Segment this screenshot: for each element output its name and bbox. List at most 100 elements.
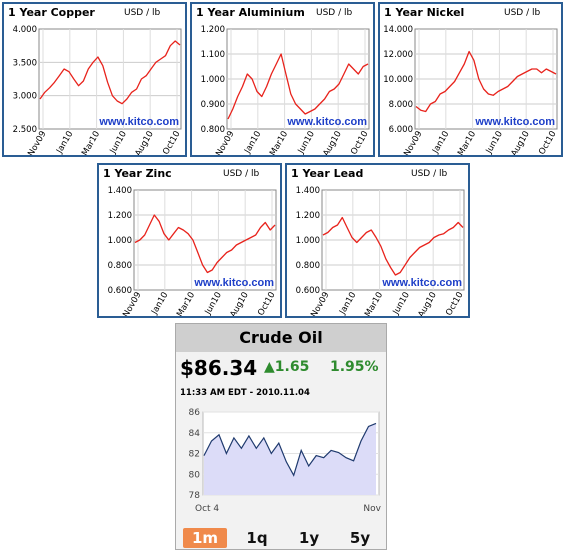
x-tick-label: Aug10 <box>321 130 343 156</box>
y-tick-label: 1.400 <box>296 186 320 196</box>
x-tick-label: Mar10 <box>80 130 102 156</box>
y-tick-label: 12.000 <box>383 50 413 60</box>
range-1y-button[interactable]: 1y <box>298 529 320 547</box>
price-line <box>227 53 369 120</box>
unit-label: USD / lb <box>223 169 260 179</box>
watermark-text: www.kitco.com <box>98 116 179 128</box>
nickel-chart-panel: 1 Year Nickel USD / lb 14.000 12.000 10.00… <box>378 2 563 157</box>
up-arrow-icon: ▲ <box>264 359 275 375</box>
unit-label: USD / lb <box>316 8 353 18</box>
y-tick-label: 10.000 <box>383 75 413 85</box>
y-tick-label: 1.400 <box>108 186 132 196</box>
y-tick-label: 1.100 <box>201 50 225 60</box>
watermark-text: www.kitco.com <box>474 116 555 128</box>
oil-price: $86.34 <box>180 356 258 380</box>
x-tick-label: Jun10 <box>391 291 412 317</box>
x-tick-label: Jun10 <box>203 291 224 317</box>
chart-title: 1 Year Nickel <box>384 6 465 19</box>
x-tick-label: Aug10 <box>228 291 250 317</box>
x-tick-label: Oct 4 <box>195 504 219 514</box>
x-tick-label: Jun10 <box>108 130 129 156</box>
x-tick-label: Jan10 <box>430 130 451 156</box>
x-tick-label: Oct10 <box>256 291 277 317</box>
x-tick-label: Jun10 <box>296 130 317 156</box>
x-tick-label: Mar10 <box>175 291 197 317</box>
price-line <box>134 214 276 274</box>
y-tick-label: 0.900 <box>201 100 225 110</box>
range-1m-button[interactable]: 1m <box>183 528 227 548</box>
chart-title: 1 Year Zinc <box>103 167 172 180</box>
y-tick-label: 0.600 <box>296 286 320 296</box>
y-tick-label: 4.000 <box>13 25 37 35</box>
y-tick-label: 0.800 <box>201 125 225 135</box>
y-tick-label: 1.000 <box>296 236 320 246</box>
x-tick-label: Jan10 <box>337 291 358 317</box>
crude-oil-area-chart: 86 84 82 80 78 Oct 4 Nov <box>189 408 382 514</box>
x-tick-label: Mar10 <box>456 130 478 156</box>
price-line <box>322 216 464 276</box>
y-tick-label: 86 <box>189 408 201 418</box>
watermark-text: www.kitco.com <box>286 116 367 128</box>
aluminium-chart-panel: 1 Year Aluminium USD / lb 1.200 1.100 1.00… <box>190 2 375 157</box>
x-tick-label: Aug10 <box>509 130 531 156</box>
price-line <box>39 40 181 105</box>
x-tick-label: Jan10 <box>149 291 170 317</box>
x-tick-label: Oct10 <box>161 130 182 156</box>
price-line <box>203 422 377 477</box>
lead-chart-panel: 1 Year Lead USD / lb 1.400 1.200 1.000 0.80… <box>285 163 470 318</box>
x-tick-label: Oct10 <box>444 291 465 317</box>
y-tick-label: 80 <box>189 470 201 480</box>
y-tick-label: 1.200 <box>108 211 132 221</box>
oil-timestamp: 11:33 AM EDT - 2010.11.04 <box>180 388 310 398</box>
y-tick-label: 0.800 <box>108 261 132 271</box>
x-tick-label: Mar10 <box>268 130 290 156</box>
x-tick-label: Aug10 <box>133 130 155 156</box>
range-5y-button[interactable]: 5y <box>349 529 371 547</box>
unit-label: USD / lb <box>124 8 161 18</box>
price-line <box>415 50 557 113</box>
y-tick-label: 8.000 <box>389 100 413 110</box>
x-tick-label: Mar10 <box>363 291 385 317</box>
oil-percent-change: 1.95% <box>330 359 379 375</box>
x-tick-label: Aug10 <box>416 291 438 317</box>
watermark-text: www.kitco.com <box>193 277 274 289</box>
y-tick-label: 78 <box>189 491 201 501</box>
x-tick-label: Oct10 <box>349 130 370 156</box>
x-tick-label: Oct10 <box>537 130 558 156</box>
unit-label: USD / lb <box>411 169 448 179</box>
oil-change-value: 1.65 <box>274 359 310 375</box>
y-tick-label: 84 <box>189 429 201 439</box>
chart-title: 1 Year Lead <box>291 167 364 180</box>
x-tick-label: Jun10 <box>484 130 505 156</box>
chart-title: 1 Year Copper <box>8 6 95 19</box>
y-tick-label: 1.000 <box>201 75 225 85</box>
y-tick-label: 3.000 <box>13 92 37 102</box>
range-1q-button[interactable]: 1q <box>246 529 268 547</box>
y-tick-label: 1.000 <box>108 236 132 246</box>
y-tick-label: 1.200 <box>201 25 225 35</box>
x-tick-label: Jan10 <box>54 130 75 156</box>
copper-chart-panel: 1 Year Copper USD / lb 4.000 3.500 3.000 2.… <box>2 2 187 157</box>
y-tick-label: 1.200 <box>296 211 320 221</box>
oil-change: ▲1.65 <box>264 359 309 375</box>
y-tick-label: 82 <box>189 450 200 460</box>
crude-oil-widget: 86 84 82 80 78 Oct 4 Nov Crude Oil $86.34 ▲1.6… <box>175 323 387 550</box>
watermark-text: www.kitco.com <box>381 277 462 289</box>
zinc-chart-panel: 1 Year Zinc USD / lb 1.400 1.200 1.000 0.80… <box>97 163 282 318</box>
y-tick-label: 14.000 <box>383 25 413 35</box>
y-tick-label: 6.000 <box>389 125 413 135</box>
chart-title: 1 Year Aluminium <box>196 6 305 19</box>
y-tick-label: 0.800 <box>296 261 320 271</box>
price-area <box>204 423 376 495</box>
oil-title: Crude Oil <box>176 324 386 352</box>
x-tick-label: Jan10 <box>242 130 263 156</box>
x-tick-label: Nov <box>363 504 381 514</box>
unit-label: USD / lb <box>504 8 541 18</box>
y-tick-label: 0.600 <box>108 286 132 296</box>
y-tick-label: 3.500 <box>13 58 37 68</box>
y-tick-label: 2.500 <box>13 125 37 135</box>
